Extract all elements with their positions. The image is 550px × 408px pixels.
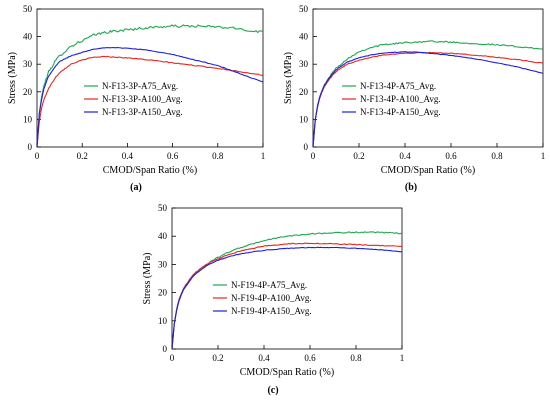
y-tick-label: 30 [158, 259, 168, 269]
x-tick-label: 1 [400, 353, 405, 363]
y-axis-label: Stress (MPa) [283, 52, 294, 104]
legend-entry: N-F13-3P-A150_Avg. [102, 107, 183, 117]
x-tick-label: 0.8 [491, 151, 503, 161]
y-axis-label: Stress (MPa) [142, 253, 153, 305]
y-tick-label: 10 [158, 316, 168, 326]
y-tick-label: 20 [299, 87, 309, 97]
series-line-2 [172, 242, 402, 349]
legend: N-F13-4P-A75_Avg. N-F13-4P-A100_Avg. N-F13… [342, 81, 441, 117]
y-tick-label: 10 [23, 114, 33, 124]
series-line-3 [313, 50, 543, 147]
y-tick-label: 50 [158, 203, 168, 213]
y-tick-label: 0 [163, 344, 168, 354]
x-tick-label: 1 [541, 151, 546, 161]
panel-label: (c) [267, 385, 278, 396]
y-tick-label: 20 [23, 87, 33, 97]
plot-frame [312, 8, 544, 148]
x-tick-label: 0.2 [353, 151, 364, 161]
y-tick-label: 10 [299, 114, 309, 124]
legend-entry: N-F13-4P-A100_Avg. [360, 94, 441, 104]
series-line-2 [37, 55, 263, 147]
panel-label: (a) [130, 182, 142, 193]
y-tick-label: 50 [299, 4, 309, 14]
series-line-1 [37, 24, 263, 147]
legend-entry: N-F13-3P-A75_Avg. [102, 81, 178, 91]
y-tick-label: 0 [304, 142, 309, 152]
x-tick-label: 0.2 [77, 151, 88, 161]
x-tick-label: 0.6 [304, 353, 316, 363]
legend-entry: N-F13-4P-A75_Avg. [360, 81, 436, 91]
legend: N-F19-4P-A75_Avg. N-F19-4P-A100_Avg. N-F19… [213, 280, 312, 316]
x-tick-label: 0.8 [350, 353, 362, 363]
panel-label: (b) [405, 182, 417, 193]
x-tick-label: 0.6 [445, 151, 457, 161]
series-line-3 [37, 46, 263, 147]
x-tick-label: 0.4 [258, 353, 270, 363]
x-axis-label: CMOD/Span Ratio (%) [103, 165, 197, 176]
x-tick-label: 0 [170, 353, 175, 363]
legend-entry: N-F19-4P-A100_Avg. [231, 293, 312, 303]
y-tick-label: 20 [158, 288, 168, 298]
x-tick-label: 0 [35, 151, 40, 161]
series-line-2 [313, 51, 543, 147]
x-tick-label: 0.6 [167, 151, 179, 161]
legend-entry: N-F13-3P-A100_Avg. [102, 94, 183, 104]
legend-entry: N-F19-4P-A75_Avg. [231, 280, 307, 290]
y-tick-label: 50 [23, 4, 33, 14]
series-line-1 [313, 40, 543, 147]
plot-frame [171, 207, 403, 350]
legend: N-F13-3P-A75_Avg. N-F13-3P-A100_Avg. N-F13… [84, 81, 183, 117]
legend-entry: N-F19-4P-A150_Avg. [231, 306, 312, 316]
plot-frame [36, 8, 264, 148]
y-tick-label: 30 [23, 59, 33, 69]
x-tick-label: 1 [261, 151, 266, 161]
x-tick-label: 0 [311, 151, 316, 161]
x-tick-label: 0.2 [212, 353, 223, 363]
x-axis-label: CMOD/Span Ratio (%) [240, 367, 334, 378]
legend-entry: N-F13-4P-A150_Avg. [360, 107, 441, 117]
x-tick-label: 0.4 [122, 151, 134, 161]
y-tick-label: 30 [299, 59, 309, 69]
y-axis-label: Stress (MPa) [7, 52, 18, 104]
y-tick-label: 40 [299, 32, 309, 42]
y-tick-label: 40 [23, 32, 33, 42]
y-tick-label: 40 [158, 231, 168, 241]
x-axis-label: CMOD/Span Ratio (%) [381, 165, 475, 176]
x-tick-label: 0.8 [212, 151, 224, 161]
y-tick-label: 0 [28, 142, 33, 152]
x-tick-label: 0.4 [399, 151, 411, 161]
series-line-3 [172, 246, 402, 349]
